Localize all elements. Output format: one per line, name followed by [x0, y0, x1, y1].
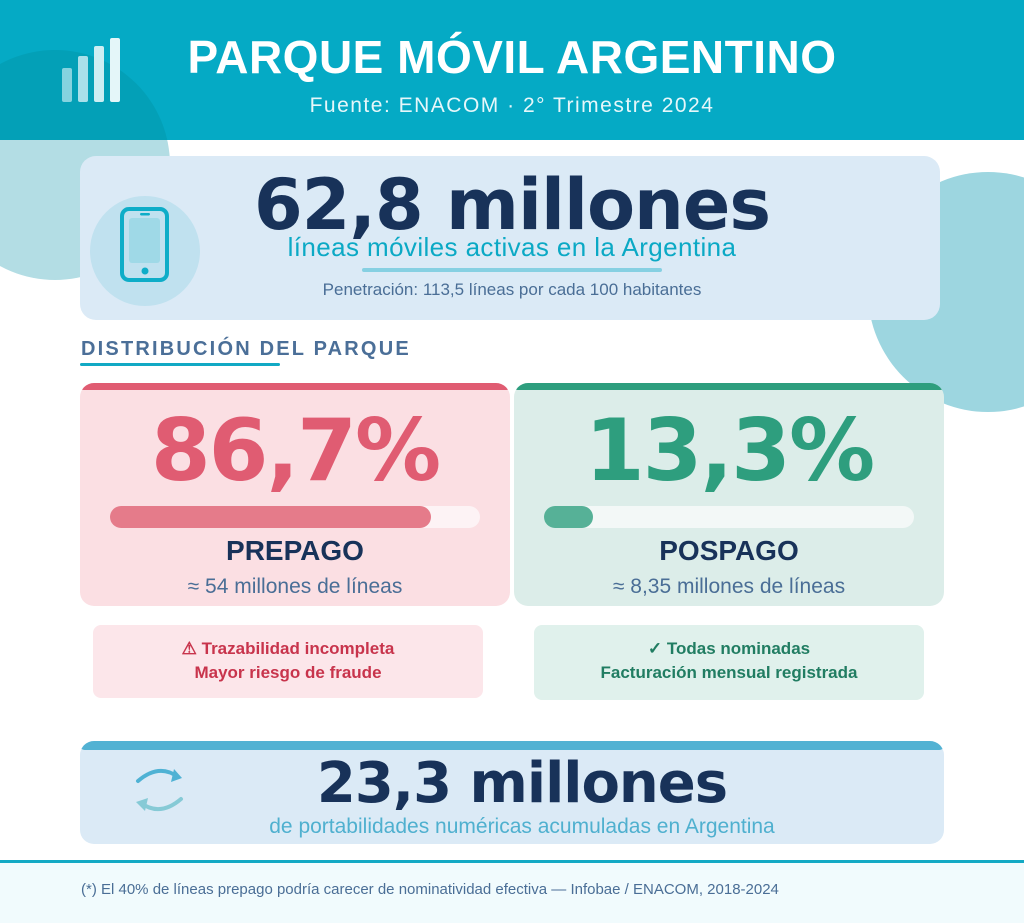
pospago-lines: ≈ 8,35 millones de líneas [612, 575, 846, 598]
prepago-note-line-2: Mayor riesgo de fraude [194, 663, 382, 682]
pospago-progress-track [544, 506, 914, 528]
card-pospago: 13,3% POSPAGO ≈ 8,35 millones de líneas [514, 383, 944, 606]
card-accent-bar [80, 383, 510, 390]
footer-source-note: (*) El 40% de líneas prepago podría care… [81, 881, 779, 898]
pospago-note-line-1: ✓ Todas nominadas [647, 639, 811, 658]
prepago-note-line-1: ⚠ Trazabilidad incompleta [181, 639, 395, 658]
page-title: PARQUE MÓVIL ARGENTINO [187, 31, 837, 83]
portability-label: de portabilidades numéricas acumuladas e… [269, 815, 775, 838]
prepago-label: PREPAGO [226, 535, 364, 566]
portability-value: 23,3 millones [316, 751, 728, 816]
footer: (*) El 40% de líneas prepago podría care… [0, 860, 1024, 923]
smartphone-icon [120, 207, 169, 282]
phone-icon-circle [90, 196, 200, 306]
card-prepago: 86,7% PREPAGO ≈ 54 millones de líneas [80, 383, 510, 606]
page-subtitle: Fuente: ENACOM · 2° Trimestre 2024 [309, 94, 715, 117]
prepago-progress-track [110, 506, 480, 528]
pospago-progress-fill [544, 506, 594, 528]
signal-bars-icon [62, 38, 122, 102]
total-lines-value: 62,8 millones [253, 164, 771, 246]
portability-accent-bar [80, 741, 944, 750]
header-banner: PARQUE MÓVIL ARGENTINO Fuente: ENACOM · … [0, 0, 1024, 140]
hero-divider [362, 268, 662, 272]
pospago-check-note: ✓ Todas nominadas Facturación mensual re… [534, 625, 924, 700]
prepago-percent: 86,7% [150, 401, 441, 501]
pospago-note-line-2: Facturación mensual registrada [600, 663, 858, 682]
total-lines-label: líneas móviles activas en la Argentina [287, 232, 737, 262]
portability-card: 23,3 millones de portabilidades numérica… [80, 741, 944, 844]
pospago-percent: 13,3% [584, 401, 875, 501]
section-title-distribution: DISTRIBUCIÓN DEL PARQUE [81, 338, 411, 360]
hero-card-total-lines: 62,8 millones líneas móviles activas en … [80, 156, 940, 320]
card-accent-bar [514, 383, 944, 390]
pospago-label: POSPAGO [659, 535, 799, 566]
prepago-progress-fill [110, 506, 431, 528]
penetration-note: Penetración: 113,5 líneas por cada 100 h… [322, 280, 702, 299]
section-underline [80, 363, 280, 366]
prepago-lines: ≈ 54 millones de líneas [187, 575, 403, 598]
swap-arrows-icon [136, 769, 183, 811]
prepago-warning-note: ⚠ Trazabilidad incompleta Mayor riesgo d… [93, 625, 483, 698]
